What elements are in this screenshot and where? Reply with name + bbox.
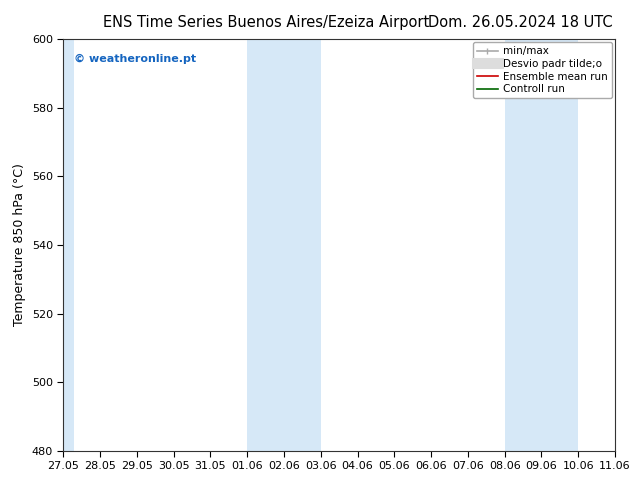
Bar <box>505 39 578 451</box>
Text: ENS Time Series Buenos Aires/Ezeiza Airport: ENS Time Series Buenos Aires/Ezeiza Airp… <box>103 15 429 30</box>
Bar <box>63 39 74 451</box>
Text: Dom. 26.05.2024 18 UTC: Dom. 26.05.2024 18 UTC <box>427 15 612 30</box>
Y-axis label: Temperature 850 hPa (°C): Temperature 850 hPa (°C) <box>13 164 26 326</box>
Bar <box>247 39 321 451</box>
Legend: min/max, Desvio padr tilde;o, Ensemble mean run, Controll run: min/max, Desvio padr tilde;o, Ensemble m… <box>473 42 612 98</box>
Text: © weatheronline.pt: © weatheronline.pt <box>74 53 197 64</box>
